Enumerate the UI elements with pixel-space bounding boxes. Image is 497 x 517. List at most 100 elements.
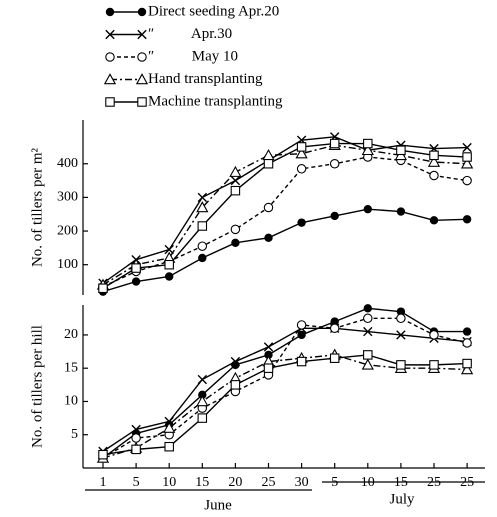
legend-item: Machine transplanting [105, 93, 283, 109]
marker [462, 142, 472, 153]
marker [230, 380, 241, 390]
series [96, 348, 474, 463]
marker [329, 159, 340, 169]
marker [396, 360, 406, 370]
marker [137, 29, 147, 40]
marker [196, 395, 209, 407]
marker [263, 342, 274, 352]
marker [197, 374, 207, 385]
marker [462, 175, 472, 186]
legend-item: ″ Apr.30 [105, 26, 232, 42]
marker [98, 283, 108, 294]
series [98, 138, 472, 294]
x-tick-label: 1 [100, 475, 107, 490]
legend-label: ″ Apr.30 [148, 26, 232, 42]
marker [363, 204, 372, 214]
marker [264, 233, 273, 242]
marker [263, 363, 274, 373]
marker [197, 221, 208, 231]
marker [164, 244, 174, 255]
series [96, 138, 474, 290]
x-tick-label: 25 [427, 475, 441, 490]
x-tick-label: 20 [228, 475, 242, 490]
y-tick-label: 100 [57, 257, 78, 272]
marker [163, 421, 176, 433]
marker [230, 175, 241, 186]
marker [329, 323, 340, 334]
marker [330, 211, 339, 221]
marker [263, 159, 274, 169]
series-line [102, 354, 468, 456]
marker [164, 441, 174, 452]
series [98, 152, 472, 292]
marker [196, 201, 209, 213]
marker [197, 241, 208, 251]
marker [137, 97, 147, 107]
marker [197, 192, 207, 203]
marker [296, 142, 307, 152]
marker [131, 263, 141, 273]
marker [295, 147, 308, 159]
series-line [102, 354, 468, 459]
y-tick-label: 10 [64, 394, 78, 409]
x-tick-label: 5 [331, 475, 338, 490]
marker [131, 444, 141, 455]
legend-item: ″ May 10 [105, 48, 238, 64]
y-tick-label: 200 [57, 223, 78, 238]
series-line [102, 136, 468, 284]
y-tick-label: 300 [57, 190, 78, 205]
marker [230, 356, 241, 367]
marker [363, 138, 373, 149]
legend-label: Machine transplanting [148, 93, 283, 109]
marker [264, 350, 273, 360]
marker [361, 358, 374, 370]
y-axis-label: No. of tillers per m² [29, 147, 45, 267]
x-tick-label: 25 [460, 475, 474, 490]
marker [429, 170, 439, 181]
legend-label: ″ May 10 [148, 48, 238, 64]
y-tick-label: 400 [57, 156, 78, 171]
y-tick-label: 15 [64, 360, 78, 375]
marker [361, 143, 374, 156]
series-line [102, 142, 468, 289]
marker [330, 317, 339, 326]
marker [460, 157, 474, 169]
marker [103, 73, 117, 85]
marker [396, 307, 406, 316]
series-line [102, 144, 468, 286]
marker [462, 152, 472, 162]
legend-item: Direct seeding Apr.20 [105, 3, 279, 19]
marker [396, 207, 406, 216]
marker [462, 338, 472, 348]
marker [462, 215, 472, 224]
y-tick-label: 5 [71, 427, 78, 442]
x-tick-label: 5 [133, 475, 140, 490]
marker [164, 416, 174, 427]
marker [164, 259, 174, 270]
marker [363, 304, 372, 313]
marker [462, 358, 472, 369]
marker [427, 155, 441, 167]
x-tick-label: 25 [262, 475, 276, 490]
marker [396, 330, 406, 340]
marker [262, 149, 275, 161]
marker [131, 277, 141, 286]
marker [396, 313, 406, 324]
legend-label: Direct seeding Apr.20 [148, 3, 279, 19]
series-line [102, 327, 468, 452]
marker [137, 7, 147, 17]
marker [429, 360, 439, 370]
marker [297, 218, 306, 227]
marker [230, 185, 241, 196]
series-line [102, 307, 468, 459]
marker [396, 145, 406, 156]
marker [329, 353, 340, 363]
marker [135, 73, 149, 85]
marker [105, 29, 115, 40]
marker [105, 97, 115, 107]
group-label: July [389, 491, 415, 507]
y-axis-label: No. of tillers per hill [29, 325, 45, 448]
legend-label: Hand transplanting [148, 71, 263, 87]
marker [105, 7, 115, 17]
